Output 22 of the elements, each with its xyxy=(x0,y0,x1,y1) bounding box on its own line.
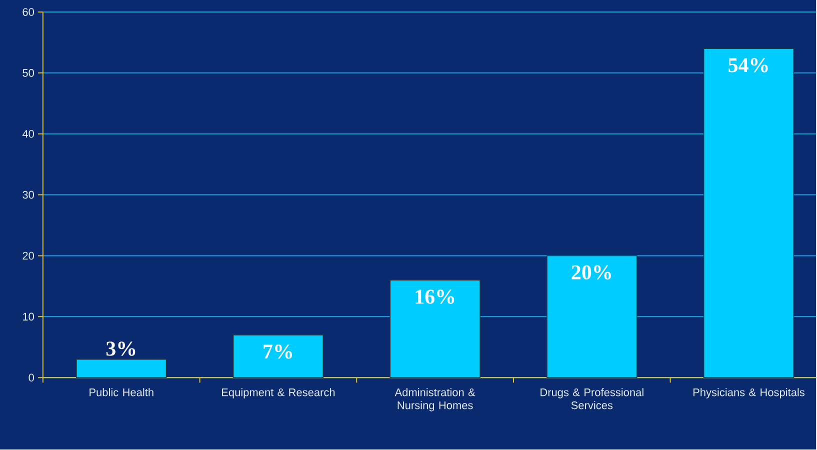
y-tick-label: 60 xyxy=(22,8,34,16)
bar xyxy=(76,359,167,378)
y-tick-label: 30 xyxy=(22,191,34,199)
x-tick-label: Physicians & Hospitals xyxy=(693,388,804,399)
x-tick-label: Equipment & Research xyxy=(222,388,335,399)
x-tick-label: Drugs & Professional Services xyxy=(540,388,644,410)
y-tick-label: 40 xyxy=(22,130,34,138)
bar xyxy=(390,280,480,378)
x-tick-label: Administration & Nursing Homes xyxy=(394,388,476,412)
x-tick-label: Public Health xyxy=(90,388,154,396)
y-tick-label: 0 xyxy=(28,374,34,382)
data-label: 3% xyxy=(106,342,136,356)
bar xyxy=(703,48,794,378)
y-tick-label: 50 xyxy=(22,69,34,78)
bar xyxy=(546,256,638,378)
y-tick-label: 10 xyxy=(23,313,34,321)
data-label: 54% xyxy=(728,58,768,73)
data-label: 7% xyxy=(264,344,292,359)
data-label: 16% xyxy=(416,290,454,304)
y-tick-label: 20 xyxy=(22,252,34,260)
data-label: 20% xyxy=(572,265,611,280)
bar xyxy=(232,334,324,378)
